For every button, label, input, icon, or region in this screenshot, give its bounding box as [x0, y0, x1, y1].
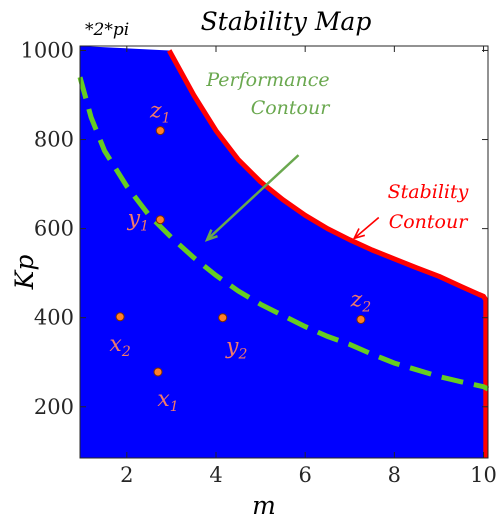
plot-area — [80, 46, 488, 458]
annotation-label: Stability — [388, 181, 469, 203]
x-tick-label: 6 — [298, 463, 311, 487]
y-axis-multiplier-label: *2*pi — [85, 20, 129, 40]
x-tick-label: 10 — [470, 463, 497, 487]
annotation-arrowhead — [204, 229, 218, 242]
sample-point — [153, 367, 163, 377]
stability-contour-line — [167, 49, 489, 458]
annotation-arrow — [353, 216, 380, 240]
y-tick-label: 800 — [34, 128, 74, 152]
y-tick-label: 1000 — [21, 38, 74, 62]
sample-point — [356, 315, 366, 324]
annotation-arrow — [206, 154, 300, 241]
chart-title: Stability Map — [201, 7, 372, 36]
x-axis-label: m — [252, 491, 276, 520]
annotation-label: Contour — [251, 97, 332, 119]
stable-region-fill — [80, 46, 488, 458]
y-axis-label: Kp — [10, 255, 39, 291]
y-tick-label: 600 — [34, 217, 74, 241]
x-tick-label: 4 — [209, 463, 222, 487]
sample-point — [155, 215, 165, 225]
annotation-label: Contour — [389, 211, 470, 233]
annotation-label: Performance — [205, 69, 329, 91]
x-tick-label: 8 — [388, 463, 401, 487]
x-tick-label: 2 — [120, 463, 133, 487]
sample-point — [155, 126, 165, 136]
sample-point — [218, 313, 228, 323]
sample-point — [115, 312, 125, 322]
axes: 2 4 6 8 10 200 400 600 800 1000 — [21, 38, 497, 487]
annotation-arrowhead — [352, 228, 366, 240]
axes-frame — [79, 45, 489, 459]
y-tick-label: 400 — [34, 306, 74, 330]
y-tick-label: 200 — [34, 395, 74, 419]
